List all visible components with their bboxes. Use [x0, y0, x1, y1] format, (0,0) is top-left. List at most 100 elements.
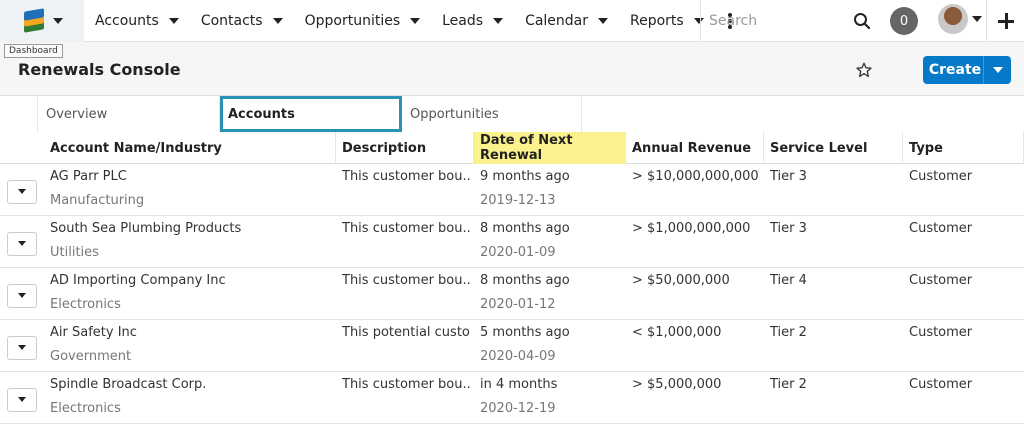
chevron-down-icon[interactable]: [410, 18, 421, 24]
nav-item-label: Accounts: [95, 13, 159, 29]
chevron-down-icon[interactable]: [272, 18, 283, 24]
nav-item-leads[interactable]: Leads: [431, 0, 514, 42]
row-actions: [0, 216, 44, 267]
table-row[interactable]: AD Importing Company Inc Electronics Thi…: [0, 268, 1024, 320]
renewal-relative-text: 9 months ago: [480, 169, 570, 184]
column-header-account-name[interactable]: Account Name/Industry: [44, 132, 336, 164]
renewal-relative-text: 5 months ago: [480, 325, 570, 340]
chevron-down-icon: [18, 189, 26, 194]
search-input[interactable]: [709, 13, 839, 29]
revenue-text: > $5,000,000: [632, 377, 722, 392]
search-icon[interactable]: [853, 12, 871, 30]
sugar-cube-logo-icon: [21, 8, 47, 34]
create-button[interactable]: Create: [923, 56, 1011, 84]
chevron-down-icon: [53, 18, 63, 24]
nav-item-label: Reports: [630, 13, 684, 29]
app-logo-menu-button[interactable]: [0, 0, 84, 42]
cell-annual-revenue: > $10,000,000,000: [626, 164, 764, 215]
description-text: This customer bou...: [342, 169, 470, 184]
type-text: Customer: [909, 169, 973, 184]
table-row[interactable]: South Sea Plumbing Products Utilities Th…: [0, 216, 1024, 268]
nav-item-contacts[interactable]: Contacts: [190, 0, 294, 42]
row-actions: [0, 164, 44, 215]
revenue-text: > $10,000,000,000: [632, 169, 759, 184]
type-text: Customer: [909, 377, 973, 392]
cell-next-renewal: in 4 months 2020-12-19: [474, 372, 626, 423]
module-nav: Accounts Contacts Opportunities Leads Ca…: [84, 0, 741, 42]
chevron-down-icon[interactable]: [168, 18, 179, 24]
nav-item-accounts[interactable]: Accounts: [84, 0, 190, 42]
cell-account: Spindle Broadcast Corp. Electronics: [44, 372, 336, 423]
row-action-dropdown-button[interactable]: [7, 231, 37, 256]
description-text: This potential custo...: [342, 325, 470, 340]
table-header: Account Name/Industry Description Date o…: [0, 132, 1024, 164]
tab-accounts[interactable]: Accounts: [220, 96, 402, 132]
cell-service-level: Tier 3: [764, 216, 903, 267]
row-action-dropdown-button[interactable]: [7, 179, 37, 204]
account-name-link[interactable]: AD Importing Company Inc: [50, 273, 226, 288]
chevron-down-icon[interactable]: [598, 18, 609, 24]
nav-item-opportunities[interactable]: Opportunities: [294, 0, 432, 42]
cell-service-level: Tier 3: [764, 164, 903, 215]
cell-description: This customer bou...: [336, 372, 474, 423]
cell-description: This potential custo...: [336, 320, 474, 371]
column-header-description[interactable]: Description: [336, 132, 474, 164]
table-row[interactable]: Air Safety Inc Government This potential…: [0, 320, 1024, 372]
service-level-text: Tier 2: [770, 325, 807, 340]
description-text: This customer bou...: [342, 221, 470, 236]
tab-overview[interactable]: Overview: [38, 96, 220, 132]
cell-type: Customer: [903, 164, 1024, 215]
quick-create-button[interactable]: [986, 0, 1024, 42]
account-name-link[interactable]: AG Parr PLC: [50, 169, 127, 184]
column-header-next-renewal[interactable]: Date of Next Renewal: [474, 132, 626, 164]
row-action-dropdown-button[interactable]: [7, 387, 37, 412]
chevron-down-icon[interactable]: [493, 18, 504, 24]
table-row[interactable]: AG Parr PLC Manufacturing This customer …: [0, 164, 1024, 216]
row-actions: [0, 372, 44, 423]
cell-description: This customer bou...: [336, 164, 474, 215]
chevron-down-icon[interactable]: [693, 18, 704, 24]
nav-item-label: Opportunities: [304, 13, 401, 29]
cell-account: AG Parr PLC Manufacturing: [44, 164, 336, 215]
row-actions: [0, 320, 44, 371]
row-action-dropdown-button[interactable]: [7, 335, 37, 360]
service-level-text: Tier 3: [770, 169, 807, 184]
account-name-link[interactable]: Air Safety Inc: [50, 325, 137, 340]
create-dropdown-toggle[interactable]: [983, 56, 1011, 84]
cell-next-renewal: 8 months ago 2020-01-12: [474, 268, 626, 319]
account-name-link[interactable]: Spindle Broadcast Corp.: [50, 377, 207, 392]
console-tabs: Overview Accounts Opportunities: [0, 96, 1024, 132]
column-header-annual-revenue[interactable]: Annual Revenue: [626, 132, 764, 164]
user-menu[interactable]: [938, 4, 982, 34]
chevron-down-icon: [18, 293, 26, 298]
page-header: Renewals Console Create: [0, 42, 1024, 96]
chevron-down-icon[interactable]: [972, 16, 982, 22]
cell-next-renewal: 8 months ago 2020-01-09: [474, 216, 626, 267]
service-level-text: Tier 4: [770, 273, 807, 288]
tab-spacer: [0, 96, 38, 132]
table-row[interactable]: Spindle Broadcast Corp. Electronics This…: [0, 372, 1024, 424]
cell-type: Customer: [903, 216, 1024, 267]
chevron-down-icon: [18, 345, 26, 350]
tab-opportunities[interactable]: Opportunities: [402, 96, 582, 132]
renewal-relative-text: 8 months ago: [480, 273, 570, 288]
global-search: [700, 0, 880, 42]
column-header-service-level[interactable]: Service Level: [764, 132, 903, 164]
notification-count: 0: [899, 13, 909, 29]
favorite-star-icon[interactable]: [856, 62, 872, 78]
cell-account: Air Safety Inc Government: [44, 320, 336, 371]
nav-item-reports[interactable]: Reports: [619, 0, 715, 42]
notifications-button[interactable]: 0: [890, 7, 918, 35]
account-name-link[interactable]: South Sea Plumbing Products: [50, 221, 242, 236]
renewal-relative-text: in 4 months: [480, 377, 558, 392]
row-action-dropdown-button[interactable]: [7, 283, 37, 308]
nav-item-label: Calendar: [525, 13, 589, 29]
page-title: Renewals Console: [18, 60, 181, 79]
renewal-date-text: 2020-12-19: [480, 401, 556, 416]
chevron-down-icon: [18, 241, 26, 246]
cell-next-renewal: 9 months ago 2019-12-13: [474, 164, 626, 215]
avatar[interactable]: [938, 4, 968, 34]
column-header-type[interactable]: Type: [903, 132, 1024, 164]
cell-annual-revenue: > $50,000,000: [626, 268, 764, 319]
nav-item-calendar[interactable]: Calendar: [514, 0, 619, 42]
